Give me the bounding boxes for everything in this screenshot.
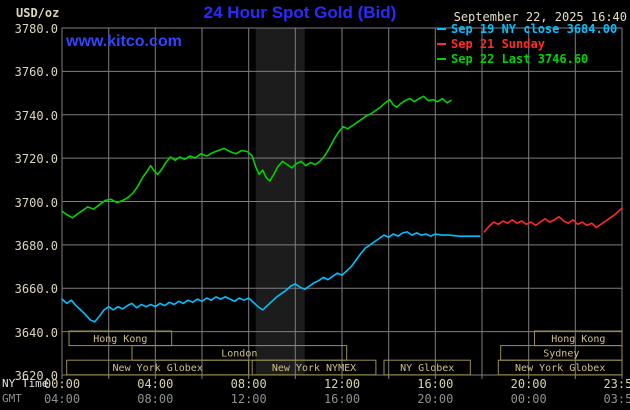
session-box — [251, 359, 377, 376]
session-box — [68, 330, 173, 347]
session-label: New York Globex — [515, 363, 605, 374]
series-sep-19-ny-close — [61, 231, 481, 323]
legend-dash-icon — [437, 43, 446, 45]
legend-label: Sep 21 Sunday — [451, 37, 545, 51]
gmt-tick: 08:00 — [137, 392, 174, 406]
session-box — [383, 359, 471, 376]
legend-item: Sep 21 Sunday — [437, 37, 545, 51]
session-label: Hong Kong — [551, 334, 605, 345]
y-axis-tick: 3680.0 — [14, 238, 58, 253]
gmt-tick: 03:59 — [603, 392, 630, 406]
legend-label: Sep 22 Last 3746.60 — [451, 52, 589, 66]
y-axis-tick: 3760.0 — [14, 65, 58, 80]
y-axis-tick: 3720.0 — [14, 152, 58, 167]
units-label: USD/oz — [16, 6, 60, 20]
session-label: Hong Kong — [93, 334, 147, 345]
ny-time-tick: 08:00 — [230, 377, 267, 391]
gmt-axis-label: GMT — [2, 392, 22, 405]
y-axis-tick: 3640.0 — [14, 325, 58, 340]
session-box — [66, 359, 250, 376]
ny-time-tick: 16:00 — [417, 377, 454, 391]
session-label: London — [221, 349, 257, 360]
legend-label: Sep 19 NY close 3684.00 — [451, 22, 618, 36]
gmt-tick: 04:00 — [43, 392, 81, 406]
series-sep-22-last — [61, 95, 452, 219]
ny-time-tick: 04:00 — [137, 377, 174, 391]
y-axis-tick: 3660.0 — [14, 282, 58, 297]
legend-item: Sep 19 NY close 3684.00 — [437, 22, 617, 36]
session-label: New York NYMEX — [272, 363, 356, 374]
datetime-label: September 22, 2025 16:40 — [453, 10, 627, 24]
y-axis-tick: 3780.0 — [14, 22, 58, 36]
ny-time-tick: 00:00 — [43, 377, 81, 391]
kitco-link[interactable]: www.kitco.com — [66, 33, 182, 50]
gmt-tick: 00:00 — [510, 392, 547, 406]
gmt-tick: 20:00 — [417, 392, 454, 406]
page-title: 24 Hour Spot Gold (Bid) — [203, 3, 397, 22]
y-axis-tick: 3740.0 — [14, 108, 58, 123]
gmt-tick: 12:00 — [230, 392, 267, 406]
legend-dash-icon — [437, 58, 446, 60]
ny-time-axis-label: NY Time — [2, 377, 49, 390]
session-box — [497, 359, 623, 376]
gmt-tick: 16:00 — [323, 392, 361, 406]
session-label: New York Globex — [113, 363, 203, 374]
y-axis-tick: 3620.0 — [14, 369, 58, 383]
session-label: Sydney — [543, 349, 579, 360]
legend-dash-icon — [437, 28, 446, 30]
legend-item: Sep 22 Last 3746.60 — [437, 52, 588, 66]
ny-time-tick: 23:59 — [603, 377, 630, 391]
ny-time-tick: 12:00 — [323, 377, 361, 391]
y-axis-tick: 3700.0 — [14, 195, 58, 210]
ny-time-tick: 20:00 — [510, 377, 547, 391]
series-sep-21-sunday — [483, 207, 623, 233]
session-label: NY Globex — [400, 363, 454, 374]
